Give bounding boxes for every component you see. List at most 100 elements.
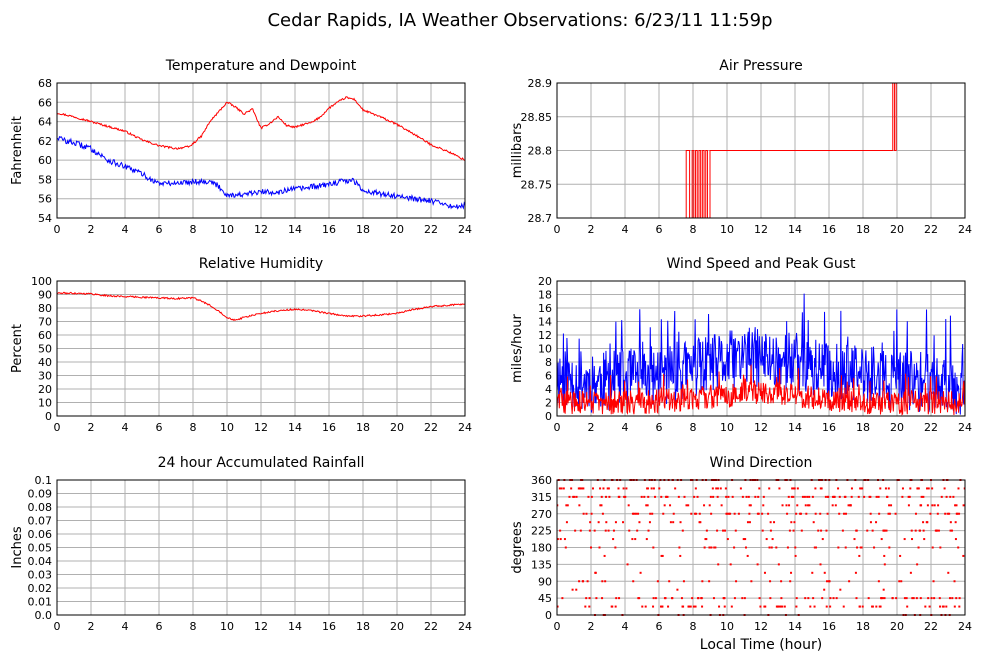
direction-point (652, 597, 655, 600)
x-tick-label: 0 (554, 421, 561, 434)
direction-point (602, 487, 605, 490)
y-tick-label: 0.1 (35, 474, 53, 487)
direction-point (879, 605, 882, 608)
direction-point (614, 605, 617, 608)
direction-point (747, 495, 750, 498)
direction-point (590, 512, 593, 515)
direction-point (914, 512, 917, 515)
direction-point (744, 538, 747, 541)
direction-point (879, 487, 882, 490)
direction-point (850, 495, 853, 498)
direction-point (748, 504, 751, 507)
direction-point (794, 554, 797, 557)
direction-point (933, 504, 936, 507)
direction-point (795, 605, 798, 608)
direction-point (666, 495, 669, 498)
direction-point (632, 580, 635, 583)
direction-point (920, 504, 923, 507)
x-axis-label: Local Time (hour) (700, 637, 822, 653)
series-group (57, 291, 465, 322)
direction-point (780, 597, 783, 600)
direction-point (793, 487, 796, 490)
direction-point (579, 487, 582, 490)
direction-point (883, 563, 886, 566)
direction-point (649, 512, 652, 515)
direction-point (842, 605, 845, 608)
direction-point (700, 597, 703, 600)
x-tick-label: 22 (424, 223, 438, 236)
x-tick-label: 4 (122, 421, 129, 434)
y-axis-label: Fahrenheit (10, 116, 25, 185)
direction-point (775, 546, 778, 549)
direction-point (955, 597, 958, 600)
direction-point (636, 529, 639, 532)
direction-point (692, 605, 695, 608)
direction-point (729, 512, 732, 515)
x-tick-label: 12 (254, 421, 268, 434)
direction-point (777, 605, 779, 608)
direction-point (565, 504, 568, 507)
direction-point (821, 538, 824, 541)
direction-point (890, 504, 893, 507)
direction-point (909, 487, 912, 490)
x-tick-label: 18 (856, 620, 870, 633)
direction-point (901, 487, 904, 490)
direction-point (589, 521, 592, 524)
direction-point (803, 495, 806, 498)
x-tick-label: 12 (754, 223, 768, 236)
direction-point (937, 504, 940, 507)
direction-point (771, 538, 774, 541)
series-line (557, 364, 965, 416)
direction-point (869, 495, 872, 498)
direction-point (919, 597, 922, 600)
direction-point (800, 529, 803, 532)
direction-point (875, 495, 878, 498)
direction-point (566, 504, 569, 507)
direction-point (756, 563, 759, 566)
direction-point (605, 495, 608, 498)
direction-point (811, 495, 814, 498)
direction-point (792, 529, 795, 532)
y-tick-label: 28.85 (521, 111, 553, 124)
direction-point (564, 546, 567, 549)
direction-point (788, 529, 791, 532)
direction-point (898, 580, 901, 583)
direction-point (587, 495, 590, 498)
x-tick-label: 14 (288, 421, 302, 434)
direction-point (716, 495, 719, 498)
direction-point (812, 597, 815, 600)
direction-point (905, 597, 908, 600)
direction-point (661, 554, 664, 557)
direction-point (833, 495, 836, 498)
direction-point (607, 529, 610, 532)
direction-point (679, 521, 682, 524)
direction-point (571, 588, 574, 591)
x-tick-label: 6 (156, 620, 163, 633)
direction-point (945, 605, 948, 608)
direction-point (888, 546, 891, 549)
chart-title: Air Pressure (719, 58, 802, 74)
direction-point (768, 487, 771, 490)
y-tick-label: 20 (538, 275, 552, 288)
direction-point (573, 495, 576, 498)
x-tick-label: 0 (554, 223, 561, 236)
direction-point (796, 487, 799, 490)
direction-point (572, 495, 575, 498)
x-tick-label: 6 (656, 421, 663, 434)
x-tick-label: 24 (458, 421, 472, 434)
direction-point (650, 487, 653, 490)
direction-point (801, 495, 804, 498)
y-tick-label: 18 (538, 289, 552, 302)
direction-point (847, 504, 850, 507)
direction-point (817, 529, 820, 532)
y-tick-label: 90 (38, 289, 52, 302)
direction-point (781, 504, 784, 507)
direction-point (703, 546, 706, 549)
direction-point (643, 495, 646, 498)
direction-point (586, 580, 589, 583)
x-tick-label: 20 (890, 620, 904, 633)
y-tick-label: 225 (531, 525, 552, 538)
direction-point (891, 597, 894, 600)
direction-point (895, 597, 898, 600)
